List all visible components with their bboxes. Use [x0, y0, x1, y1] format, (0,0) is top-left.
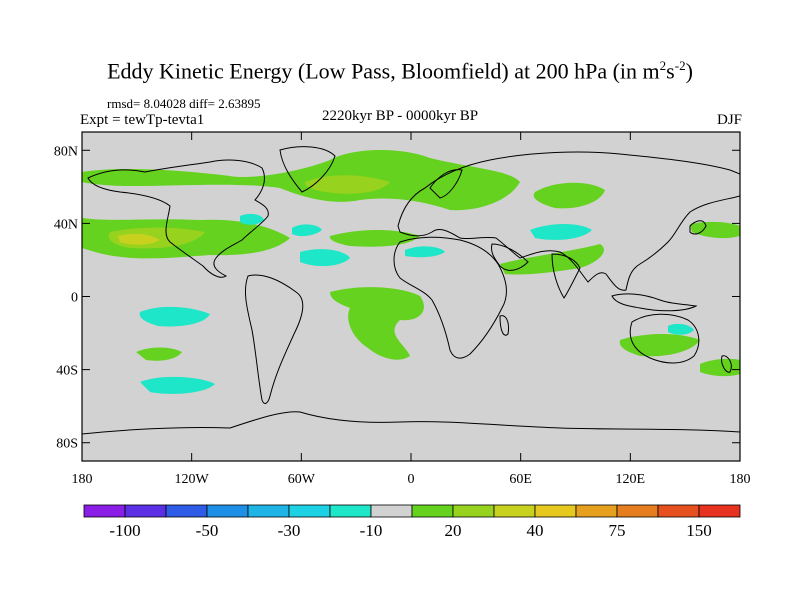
coastline-south-america — [245, 274, 304, 404]
anomaly-region-positive — [330, 287, 424, 360]
anomaly-region-positive — [329, 230, 420, 247]
lat-tick-label: 40N — [54, 217, 78, 232]
colorbar-swatch — [534, 504, 577, 518]
anomaly-region-positive — [690, 221, 740, 239]
coastline-new-zealand — [721, 355, 732, 373]
coastline-madagascar — [499, 315, 509, 336]
colorbar-label: -100 — [109, 521, 140, 540]
anomaly-region-negative — [292, 224, 322, 237]
coastlines — [82, 146, 740, 435]
coastline-indonesia — [611, 293, 698, 312]
rmsd-diff-stats: rmsd= 8.04028 diff= 2.63895 — [107, 96, 261, 111]
coastline-africa — [393, 236, 507, 359]
lon-tick-label: 60W — [288, 472, 316, 487]
colorbar-swatch — [411, 504, 454, 518]
anomaly-region-negative — [405, 246, 445, 258]
colorbar-swatch — [83, 504, 126, 518]
anomaly-region-negative — [139, 306, 210, 327]
anomaly-region-positive — [136, 347, 182, 361]
coastline-arabia — [491, 243, 529, 271]
lat-tick-label: 80N — [54, 144, 78, 159]
lon-tick-label: 120E — [616, 472, 646, 487]
colorbar-swatch — [288, 504, 331, 518]
anomaly-region-positive — [619, 334, 700, 357]
colorbar-label: 75 — [609, 521, 626, 540]
colorbar-swatch — [452, 504, 495, 518]
experiment-label: Expt = tewTp-tevta1 — [80, 112, 205, 128]
coastline-north-america — [87, 159, 269, 278]
coastline-antarctica — [82, 411, 740, 435]
lat-tick-label: 40S — [56, 364, 78, 379]
colorbar-swatch — [247, 504, 290, 518]
lat-tick-label: 80S — [56, 437, 78, 452]
colorbar-swatch — [329, 504, 372, 518]
anomaly-region-negative — [240, 213, 264, 225]
axis-ticks: 80N 40N 0 40S 80S 180 120W 60W 0 60E 120E 180 — [54, 132, 751, 487]
lon-tick-label: 180 — [72, 472, 93, 487]
colorbar-label: -50 — [196, 521, 219, 540]
colorbar-swatch — [493, 504, 536, 518]
plot-title: Eddy Kinetic Energy (Low Pass, Bloomfiel… — [107, 58, 693, 84]
lon-tick-label: 120W — [175, 472, 210, 487]
colorbar-swatch — [657, 504, 700, 518]
map-panel: 80N 40N 0 40S 80S 180 120W 60W 0 60E 120E 180 — [54, 131, 751, 487]
colorbar-label: 150 — [686, 521, 712, 540]
coastline-japan — [689, 220, 707, 235]
anomaly-region-positive — [118, 233, 160, 245]
lon-tick-label: 0 — [408, 472, 415, 487]
coastline-australia — [629, 313, 700, 364]
coastline-scandinavia — [429, 169, 463, 199]
colorbar-label: 40 — [527, 521, 544, 540]
lat-tick-label: 0 — [71, 291, 78, 306]
anomaly-region-negative — [530, 224, 592, 240]
season-label: DJF — [716, 112, 742, 128]
colorbar-swatch — [575, 504, 618, 518]
lon-tick-label: 60E — [509, 472, 532, 487]
colorbar-swatch — [370, 504, 413, 518]
anomaly-fields — [82, 149, 740, 394]
colorbar-swatch — [124, 504, 167, 518]
colorbar-swatch — [698, 504, 741, 518]
colorbar-swatch — [206, 504, 249, 518]
time-period-label: 2220kyr BP - 0000kyr BP — [321, 108, 479, 124]
anomaly-region-negative — [300, 249, 350, 267]
colorbar-label: -30 — [278, 521, 301, 540]
colorbar-label: -10 — [360, 521, 383, 540]
anomaly-region-negative — [668, 323, 694, 335]
colorbar-swatch — [165, 504, 208, 518]
coastline-eurasia — [397, 151, 740, 291]
anomaly-region-negative — [140, 376, 215, 394]
anomaly-region-positive — [533, 182, 605, 209]
coastline-greenland — [279, 146, 336, 193]
coastline-india — [551, 253, 581, 299]
anomaly-region-positive — [304, 175, 390, 194]
colorbar: -100 -50 -30 -10 20 40 75 150 — [83, 504, 741, 540]
lon-tick-label: 180 — [730, 472, 751, 487]
colorbar-label: 20 — [445, 521, 462, 540]
anomaly-region-positive — [82, 149, 520, 211]
colorbar-swatch — [616, 504, 659, 518]
